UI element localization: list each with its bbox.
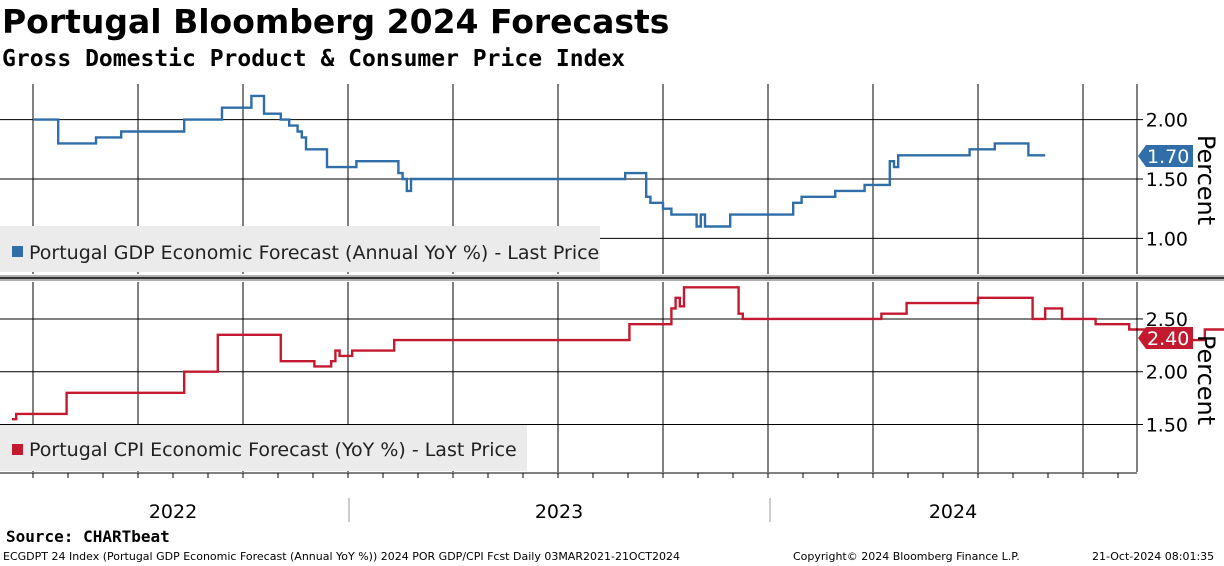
x-label-2023: 2023 bbox=[535, 501, 583, 523]
cpi-last-price-value: 2.40 bbox=[1147, 328, 1189, 350]
gdp-legend-label: Portugal GDP Economic Forecast (Annual Y… bbox=[29, 242, 599, 264]
gdp-ytick-label: 1.00 bbox=[1146, 228, 1188, 250]
x-label-2022: 2022 bbox=[149, 501, 197, 523]
gdp-y-axis-label: Percent bbox=[1192, 135, 1220, 225]
cpi-last-price-tag: 2.40 bbox=[1138, 327, 1193, 350]
chart-title: Portugal Bloomberg 2024 Forecasts bbox=[2, 2, 670, 41]
footer-copyright: Copyright© 2024 Bloomberg Finance L.P. bbox=[793, 550, 1020, 563]
cpi-y-ticks: 2.50 2.00 1.50 bbox=[1137, 309, 1188, 437]
x-label-2024: 2024 bbox=[929, 501, 977, 523]
footer-timestamp: 21-Oct-2024 08:01:35 bbox=[1092, 550, 1215, 563]
gdp-last-price-value: 1.70 bbox=[1147, 146, 1189, 168]
gdp-ytick-label: 2.00 bbox=[1146, 110, 1188, 132]
cpi-legend-swatch bbox=[12, 444, 23, 455]
x-ticks bbox=[32, 473, 1119, 478]
gdp-ytick-label: 1.50 bbox=[1146, 169, 1188, 191]
gdp-y-ticks: 2.00 1.50 1.00 bbox=[1137, 110, 1188, 250]
gdp-legend-swatch bbox=[12, 246, 23, 257]
gdp-series-line bbox=[33, 94, 1046, 228]
cpi-series-line bbox=[12, 286, 1224, 421]
source-note: Source: CHARTbeat bbox=[6, 527, 170, 546]
gdp-last-price-tag: 1.70 bbox=[1138, 145, 1193, 168]
cpi-ytick-label: 2.00 bbox=[1146, 362, 1188, 384]
chart-subtitle: Gross Domestic Product & Consumer Price … bbox=[2, 46, 626, 72]
gdp-legend: Portugal GDP Economic Forecast (Annual Y… bbox=[0, 226, 600, 272]
cpi-legend: Portugal CPI Economic Forecast (YoY %) -… bbox=[0, 425, 527, 471]
gdp-gridlines bbox=[0, 84, 1137, 274]
footer-left: ECGDPT 24 Index (Portugal GDP Economic F… bbox=[3, 550, 680, 563]
cpi-ytick-label: 2.50 bbox=[1146, 309, 1188, 331]
cpi-ytick-label: 1.50 bbox=[1146, 415, 1188, 437]
cpi-y-axis-label: Percent bbox=[1192, 335, 1220, 425]
cpi-legend-label: Portugal CPI Economic Forecast (YoY %) -… bbox=[29, 439, 517, 461]
